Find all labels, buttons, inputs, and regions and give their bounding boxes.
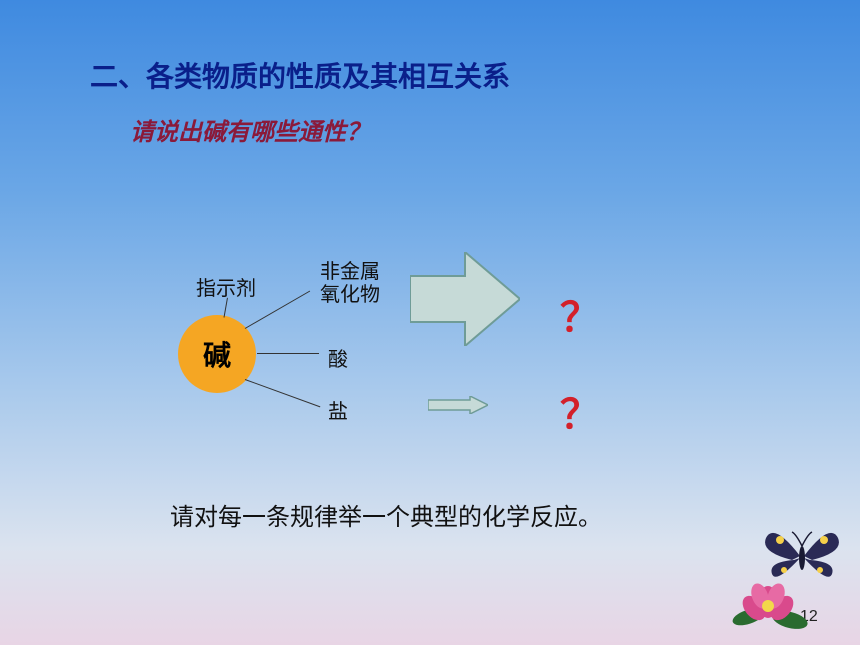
branch-acid: 酸 <box>328 343 348 372</box>
question-mark-1: ？ <box>560 285 600 343</box>
big-arrow-icon <box>410 252 520 346</box>
branch-nonmetal-oxide-line2: 氧化物 <box>320 278 380 307</box>
small-arrow-shape <box>428 396 488 414</box>
center-node-label: 碱 <box>203 334 231 374</box>
small-arrow-icon <box>428 396 488 414</box>
section-title: 二、各类物质的性质及其相互关系 <box>90 55 510 95</box>
butterfly-icon <box>762 520 842 592</box>
branch-salt: 盐 <box>328 395 348 424</box>
line-to-salt <box>245 379 321 407</box>
question-mark-2: ？ <box>560 382 600 440</box>
center-node-alkali: 碱 <box>178 315 256 393</box>
line-to-acid <box>257 353 319 354</box>
big-arrow-shape <box>410 252 520 346</box>
instruction-text: 请对每一条规律举一个典型的化学反应。 <box>170 497 602 532</box>
question-prompt: 请说出碱有哪些通性？ <box>130 112 370 147</box>
